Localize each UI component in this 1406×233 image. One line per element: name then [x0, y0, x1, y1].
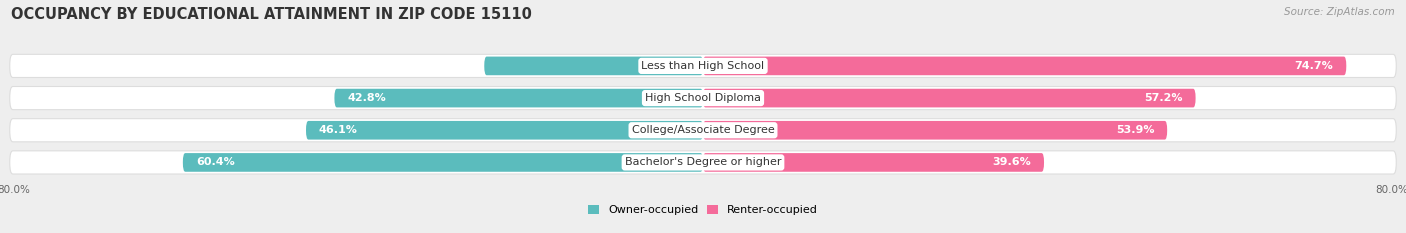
Text: 42.8%: 42.8% — [347, 93, 387, 103]
Text: 25.4%: 25.4% — [647, 61, 686, 71]
Text: 74.7%: 74.7% — [1295, 61, 1333, 71]
FancyBboxPatch shape — [703, 57, 1347, 75]
FancyBboxPatch shape — [10, 54, 1396, 78]
FancyBboxPatch shape — [703, 153, 1045, 172]
Text: Less than High School: Less than High School — [641, 61, 765, 71]
FancyBboxPatch shape — [10, 86, 1396, 110]
FancyBboxPatch shape — [703, 89, 1195, 107]
Text: Source: ZipAtlas.com: Source: ZipAtlas.com — [1284, 7, 1395, 17]
Legend: Owner-occupied, Renter-occupied: Owner-occupied, Renter-occupied — [583, 200, 823, 219]
FancyBboxPatch shape — [10, 151, 1396, 174]
FancyBboxPatch shape — [484, 57, 703, 75]
FancyBboxPatch shape — [703, 121, 1167, 140]
Text: 46.1%: 46.1% — [319, 125, 357, 135]
FancyBboxPatch shape — [335, 89, 703, 107]
FancyBboxPatch shape — [307, 121, 703, 140]
Text: 53.9%: 53.9% — [1116, 125, 1154, 135]
Text: 57.2%: 57.2% — [1144, 93, 1182, 103]
FancyBboxPatch shape — [183, 153, 703, 172]
Text: Bachelor's Degree or higher: Bachelor's Degree or higher — [624, 158, 782, 168]
Text: 39.6%: 39.6% — [993, 158, 1031, 168]
Text: 60.4%: 60.4% — [195, 158, 235, 168]
FancyBboxPatch shape — [10, 119, 1396, 142]
Text: OCCUPANCY BY EDUCATIONAL ATTAINMENT IN ZIP CODE 15110: OCCUPANCY BY EDUCATIONAL ATTAINMENT IN Z… — [11, 7, 531, 22]
Text: High School Diploma: High School Diploma — [645, 93, 761, 103]
Text: College/Associate Degree: College/Associate Degree — [631, 125, 775, 135]
